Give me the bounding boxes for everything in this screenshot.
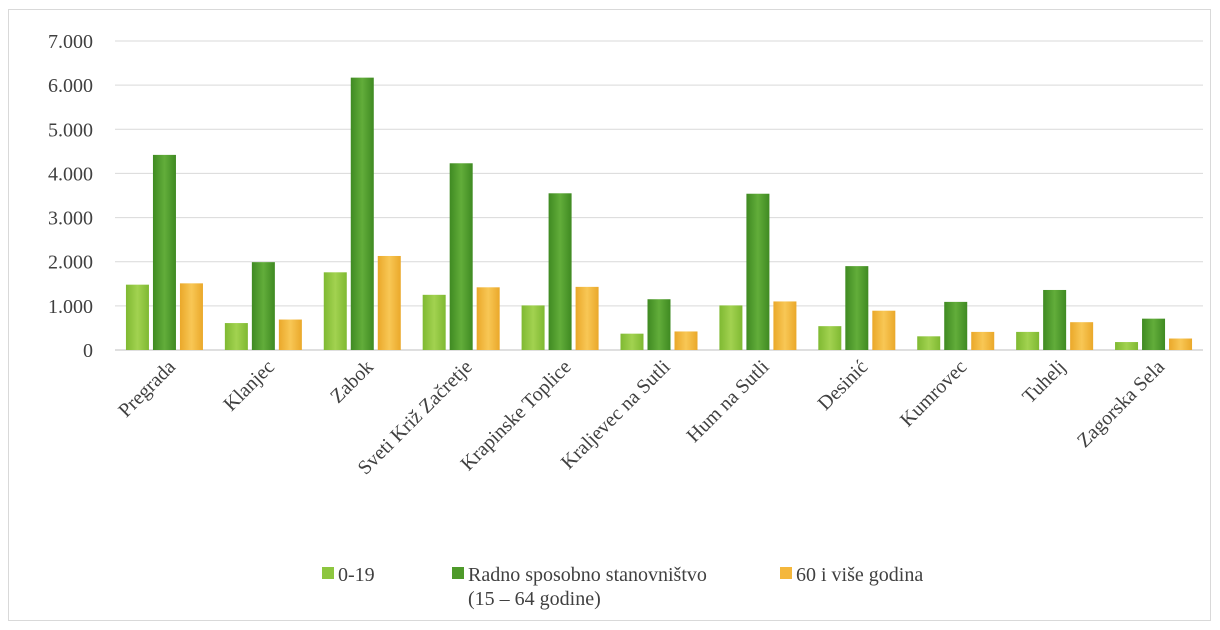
y-tick-label: 2.000 (48, 252, 93, 274)
chart-frame (8, 9, 1211, 621)
legend-item-working-age: Radno sposobno stanovništvo (15 – 64 god… (452, 563, 707, 611)
x-category-label: Klanjec (219, 356, 279, 416)
bar-0-19 (224, 323, 248, 350)
bar-working-age (350, 77, 374, 350)
legend: 0-19 Radno sposobno stanovništvo (15 – 6… (0, 563, 1220, 623)
y-axis-ticks: 0 1.000 2.000 3.000 4.000 5.000 6.000 7.000 (48, 31, 93, 362)
bar-60-plus (971, 331, 995, 350)
bar-0-19 (818, 326, 842, 350)
bar-working-age (152, 154, 176, 350)
bar-60-plus (1070, 322, 1094, 350)
bar-60-plus (575, 286, 599, 350)
y-tick-label: 0 (83, 340, 93, 362)
x-category-label: Kraljevec na Sutli (557, 356, 675, 474)
bar-working-age (548, 193, 572, 350)
bars (125, 77, 1193, 350)
legend-swatch (452, 567, 464, 579)
bar-0-19 (422, 294, 446, 350)
bar-0-19 (1115, 342, 1139, 350)
y-tick-label: 5.000 (48, 119, 93, 141)
bar-working-age (647, 299, 671, 350)
bar-0-19 (125, 284, 149, 350)
bar-working-age (845, 266, 869, 350)
bar-60-plus (872, 310, 896, 350)
x-category-label: Kumrovec (896, 356, 971, 431)
legend-swatch (322, 567, 334, 579)
bar-working-age (944, 301, 968, 350)
legend-item-0-19: 0-19 (322, 563, 375, 587)
y-tick-label: 3.000 (48, 208, 93, 230)
x-category-label: Zabok (326, 356, 378, 408)
bar-60-plus (377, 255, 401, 350)
y-tick-label: 7.000 (48, 31, 93, 53)
bar-60-plus (278, 319, 302, 350)
bar-60-plus (773, 301, 797, 350)
bar-0-19 (620, 333, 644, 350)
bar-60-plus (674, 331, 698, 350)
legend-label: 60 i više godina (796, 564, 924, 586)
bar-0-19 (1016, 331, 1040, 350)
legend-swatch (780, 567, 792, 579)
bar-0-19 (917, 336, 941, 350)
bar-working-age (251, 262, 275, 350)
x-category-label: Desinić (814, 356, 873, 415)
x-category-label: Hum na Sutli (682, 356, 773, 447)
x-category-label: Pregrada (114, 356, 180, 422)
y-tick-label: 6.000 (48, 75, 93, 97)
legend-item-60-plus: 60 i više godina (780, 563, 923, 587)
bar-0-19 (719, 305, 743, 350)
bar-0-19 (521, 305, 545, 350)
bar-working-age (449, 163, 473, 350)
bar-working-age (1043, 289, 1067, 350)
bar-0-19 (323, 272, 347, 350)
bar-60-plus (179, 283, 203, 350)
bar-60-plus (476, 287, 500, 350)
legend-label: 0-19 (338, 564, 375, 586)
y-tick-label: 1.000 (48, 296, 93, 318)
bar-working-age (746, 193, 770, 350)
legend-label: Radno sposobno stanovništvo (15 – 64 god… (468, 564, 707, 610)
x-category-label: Zagorska Sela (1073, 356, 1169, 452)
x-category-label: Tuhelj (1018, 356, 1070, 408)
y-tick-label: 4.000 (48, 163, 93, 185)
bar-60-plus (1169, 338, 1193, 350)
bar-working-age (1142, 318, 1166, 350)
